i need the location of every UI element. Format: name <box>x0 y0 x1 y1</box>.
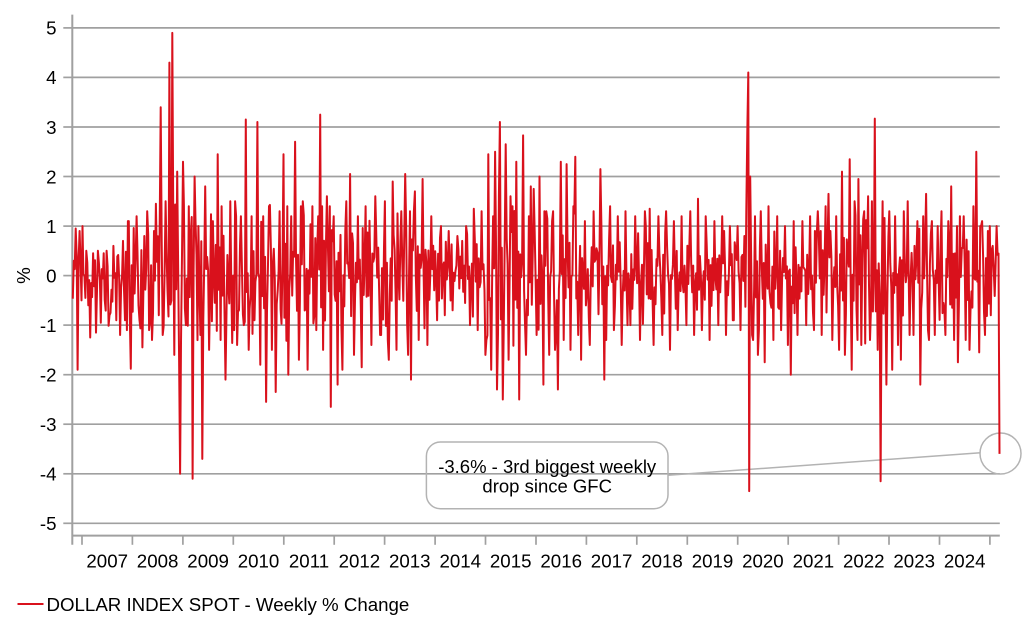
svg-text:4: 4 <box>46 67 56 88</box>
svg-text:2021: 2021 <box>793 551 835 572</box>
svg-text:-2: -2 <box>40 365 57 386</box>
svg-text:-5: -5 <box>40 513 57 534</box>
svg-text:2: 2 <box>46 166 56 187</box>
svg-text:1: 1 <box>46 216 56 237</box>
svg-text:2016: 2016 <box>540 551 582 572</box>
svg-text:2024: 2024 <box>944 551 986 572</box>
svg-text:2015: 2015 <box>490 551 532 572</box>
svg-text:2008: 2008 <box>137 551 179 572</box>
svg-text:-4: -4 <box>40 464 57 485</box>
svg-text:2018: 2018 <box>641 551 683 572</box>
svg-text:-1: -1 <box>40 315 57 336</box>
svg-text:-3: -3 <box>40 414 57 435</box>
svg-text:2023: 2023 <box>893 551 935 572</box>
svg-text:2007: 2007 <box>86 551 128 572</box>
svg-text:%: % <box>13 267 34 284</box>
svg-text:2011: 2011 <box>289 551 329 572</box>
svg-text:2014: 2014 <box>440 551 482 572</box>
svg-text:2017: 2017 <box>591 551 633 572</box>
svg-text:2010: 2010 <box>238 551 280 572</box>
svg-text:0: 0 <box>46 265 56 286</box>
svg-text:DOLLAR INDEX SPOT - Weekly % C: DOLLAR INDEX SPOT - Weekly % Change <box>47 594 410 615</box>
svg-text:drop since GFC: drop since GFC <box>482 476 612 497</box>
svg-text:-3.6% - 3rd biggest weekly: -3.6% - 3rd biggest weekly <box>438 456 657 477</box>
svg-text:2020: 2020 <box>742 551 784 572</box>
svg-text:2009: 2009 <box>187 551 229 572</box>
svg-text:2012: 2012 <box>339 551 381 572</box>
svg-text:2013: 2013 <box>389 551 431 572</box>
svg-text:2022: 2022 <box>843 551 885 572</box>
svg-text:2019: 2019 <box>692 551 734 572</box>
svg-text:3: 3 <box>46 117 56 138</box>
svg-text:5: 5 <box>46 18 56 39</box>
